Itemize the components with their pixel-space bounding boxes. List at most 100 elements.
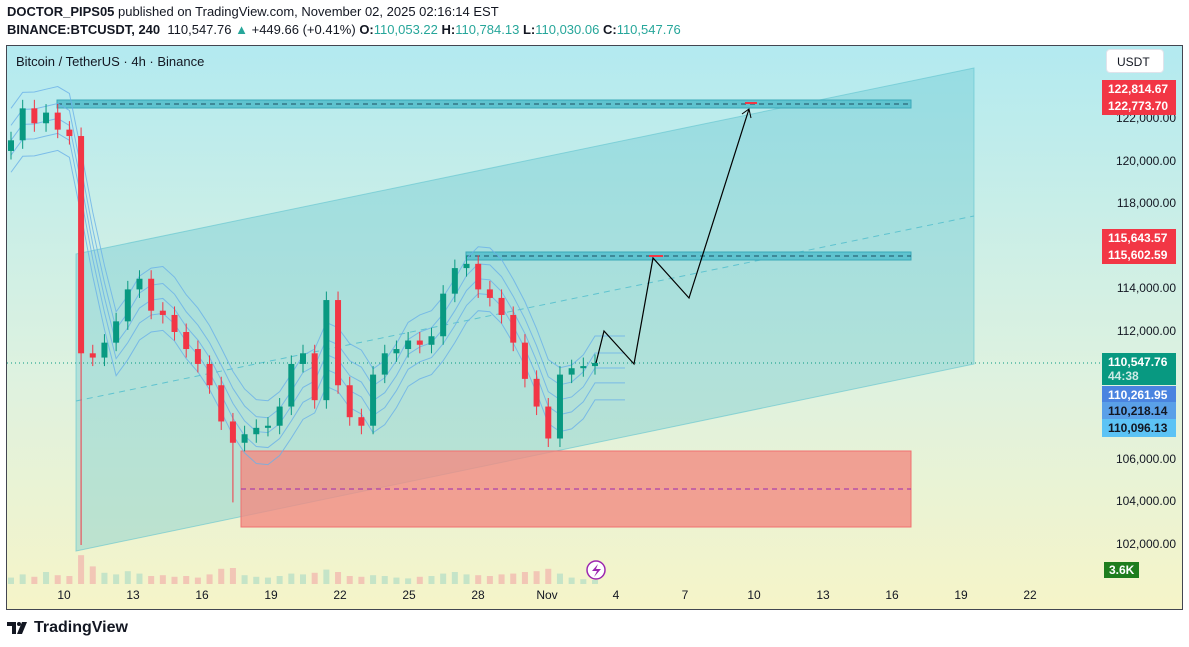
candle	[229, 421, 236, 443]
open: 110,053.22	[373, 22, 438, 37]
currency-button[interactable]: USDT	[1106, 49, 1164, 73]
price-tick: 120,000.00	[1115, 153, 1176, 168]
volume-bar	[405, 578, 412, 584]
candle	[253, 427, 260, 435]
candle	[451, 268, 458, 294]
candle	[463, 263, 470, 269]
volume-bar	[8, 577, 14, 584]
volume-bar	[148, 576, 155, 584]
volume-bar	[521, 572, 528, 584]
price-tag: 110,547.76 44:38	[1102, 353, 1176, 385]
price-tag-value: 110,096.13	[1108, 421, 1168, 435]
candle	[8, 140, 14, 151]
c-label: C:	[602, 22, 617, 37]
candle	[428, 336, 435, 345]
candle	[556, 374, 563, 439]
candle	[288, 363, 295, 407]
candle	[335, 300, 342, 386]
volume-bars	[8, 555, 598, 584]
band-line	[10, 132, 625, 449]
price-tag: 115,643.57	[1102, 229, 1176, 247]
candle	[486, 289, 493, 298]
volume-bar	[498, 574, 505, 584]
time-tick: 4	[612, 588, 620, 602]
volume-bar	[124, 571, 131, 584]
volume-bar	[346, 576, 353, 584]
tradingview-logo[interactable]: TradingView	[7, 619, 128, 637]
volume-bar	[194, 577, 201, 584]
price-tag: 110,096.13	[1102, 419, 1176, 437]
candle	[218, 385, 225, 422]
candle	[346, 385, 353, 418]
publish-date: published on TradingView.com, November 0…	[118, 4, 499, 19]
candle	[113, 321, 120, 343]
candle	[89, 353, 96, 358]
candle	[78, 136, 85, 354]
low: 110,030.06	[535, 22, 600, 37]
candle	[393, 349, 400, 354]
ohlc-bar: BINANCE:BTCUSDT, 240 110,547.76 ▲ +449.6…	[7, 22, 681, 37]
candle	[323, 300, 330, 401]
o-label: O:	[359, 22, 374, 37]
time-tick: 16	[195, 588, 209, 602]
lightning-glyph	[592, 564, 601, 577]
candle	[241, 434, 248, 443]
volume-bar	[556, 573, 563, 584]
time-tick: 7	[681, 588, 689, 602]
candle	[171, 314, 178, 332]
volume-bar	[89, 566, 96, 584]
volume-bar	[475, 575, 482, 584]
projection-path[interactable]	[595, 108, 750, 366]
price-tag-value: 110,547.76	[1108, 355, 1168, 369]
chart-canvas[interactable]	[7, 46, 1183, 610]
price-tick: 106,000.00	[1115, 451, 1176, 466]
volume-bar	[533, 571, 540, 584]
candle	[568, 368, 575, 375]
tv-logo-icon	[7, 622, 27, 634]
band-line	[10, 85, 625, 402]
symbol: BINANCE:BTCUSDT, 240	[7, 22, 161, 37]
up-triangle-icon: ▲	[235, 22, 248, 37]
time-tick: 16	[885, 588, 899, 602]
candle	[183, 332, 190, 350]
price-tag-value: 115,602.59	[1108, 248, 1168, 262]
volume-bar	[358, 576, 365, 584]
volume-bar	[183, 576, 190, 584]
time-tick: 25	[402, 588, 416, 602]
candle	[124, 289, 131, 322]
volume-bar	[311, 572, 318, 584]
time-tick: 13	[816, 588, 830, 602]
volume-bar	[113, 574, 120, 584]
price-tag-value: 115,643.57	[1108, 231, 1168, 245]
volume-bar	[463, 574, 470, 584]
volume-bar	[101, 572, 108, 584]
author: DOCTOR_PIPS05	[7, 4, 115, 19]
chart-area[interactable]: Bitcoin / TetherUS · 4h · Binance	[6, 45, 1183, 610]
price-tag-value: 110,261.95	[1108, 388, 1168, 402]
candle	[159, 310, 166, 315]
candle	[54, 112, 61, 130]
volume-bar	[486, 576, 493, 584]
candle	[358, 417, 365, 426]
candle	[276, 406, 283, 426]
band-line	[10, 149, 625, 466]
volume-bar	[31, 576, 38, 584]
price-tag: 110,261.95	[1102, 386, 1176, 404]
candle	[440, 293, 447, 337]
price-tag: 122,814.67	[1102, 80, 1176, 98]
volume-bar	[323, 569, 330, 584]
parallel-channel[interactable]	[75, 67, 975, 552]
volume-bar	[592, 580, 598, 584]
price-tick: 114,000.00	[1116, 281, 1176, 296]
price-tag: 115,602.59	[1102, 246, 1176, 264]
volume-bar	[428, 576, 435, 584]
candle	[19, 108, 26, 141]
high: 110,784.13	[455, 22, 520, 37]
last-price: 110,547.76	[167, 22, 232, 37]
candle	[136, 278, 143, 290]
volume-bar	[510, 573, 517, 584]
volume-bar	[78, 555, 85, 584]
volume-bar	[440, 573, 447, 584]
volume-bar	[19, 574, 26, 584]
bands-indicator	[10, 85, 625, 466]
